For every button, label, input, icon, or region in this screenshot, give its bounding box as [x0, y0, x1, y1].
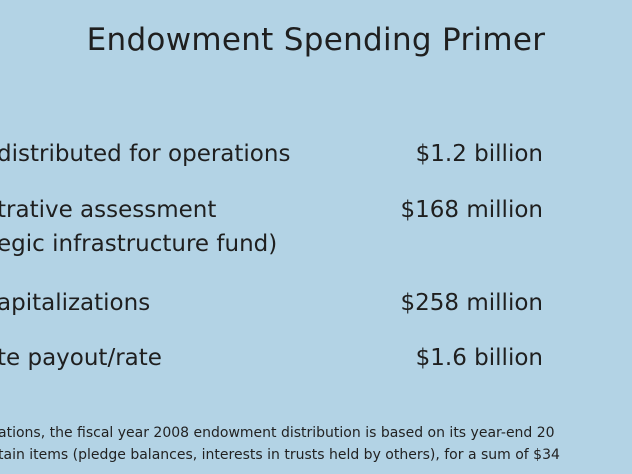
row-label-capitalizations: apitalizations — [0, 290, 151, 316]
slide-title: Endowment Spending Primer — [86, 22, 546, 58]
footnote-line-2: tain items (pledge balances, interests i… — [0, 447, 560, 463]
footnote-line-1: ations, the fiscal year 2008 endowment d… — [0, 425, 555, 441]
row-amount-payout-rate: $1.6 billion — [415, 345, 543, 371]
row-label-operations: distributed for operations — [0, 141, 291, 167]
row-label-assessment: trative assessment — [0, 197, 217, 223]
row-label-payout-rate: te payout/rate — [0, 345, 162, 371]
row-amount-capitalizations: $258 million — [400, 290, 543, 316]
row-amount-assessment: $168 million — [400, 197, 543, 223]
row-amount-operations: $1.2 billion — [415, 141, 543, 167]
row-label-assessment-line2: egic infrastructure fund) — [0, 231, 278, 257]
